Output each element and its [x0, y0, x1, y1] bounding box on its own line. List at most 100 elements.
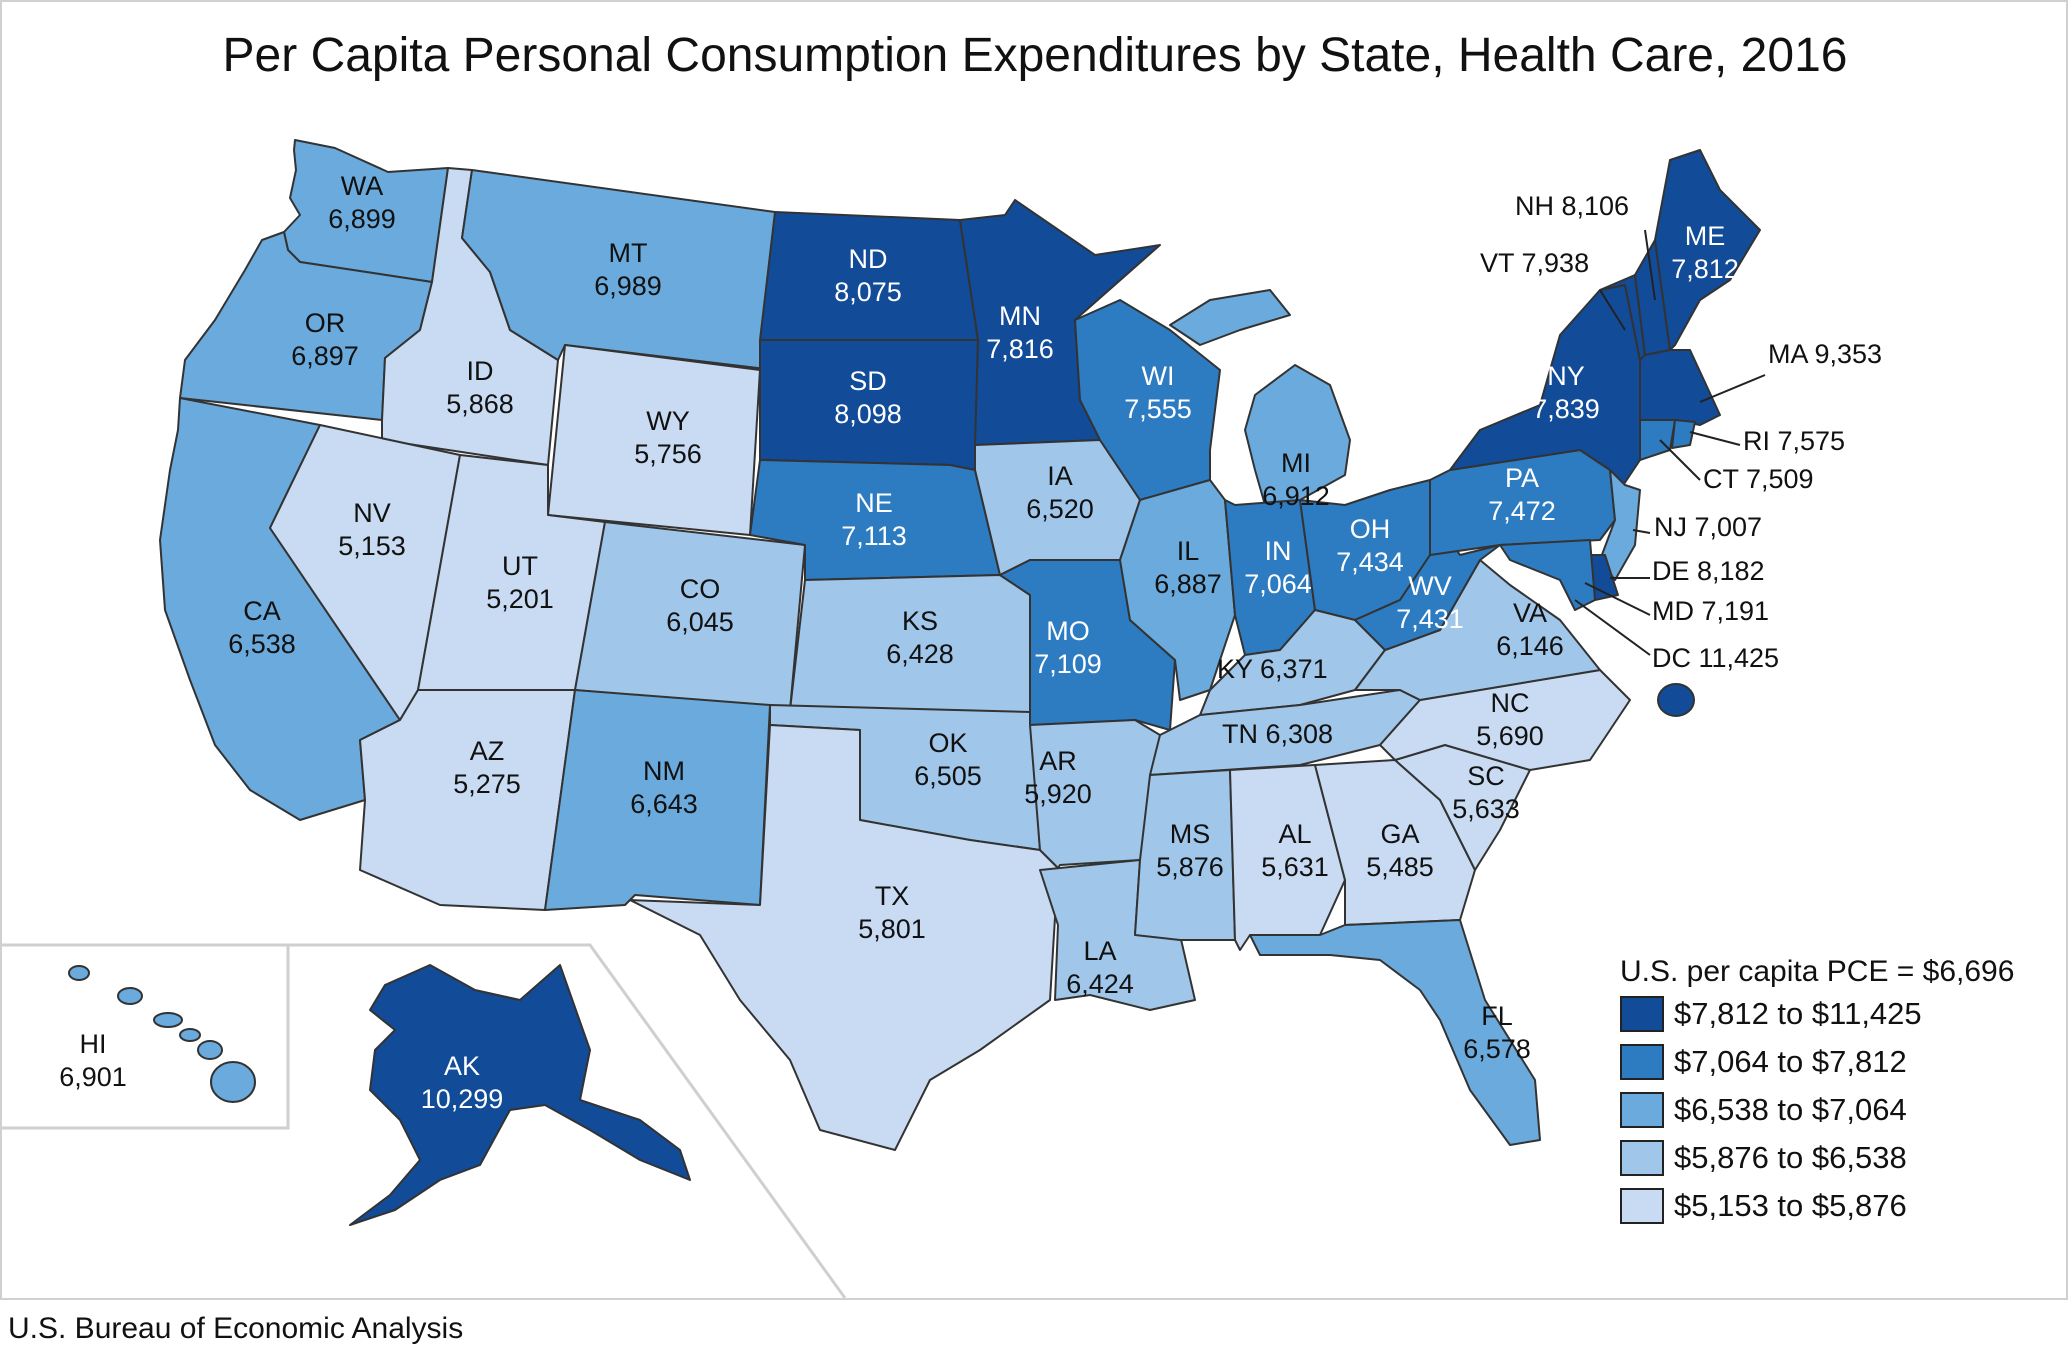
state-value-CA: 6,538 — [228, 629, 296, 659]
state-value-PA: 7,472 — [1488, 496, 1556, 526]
state-WV[interactable] — [1354, 524, 1501, 651]
state-IL[interactable] — [1119, 479, 1236, 701]
state-label-VA: VA — [1513, 598, 1547, 628]
state-label-AR: AR — [1039, 746, 1077, 776]
state-ND[interactable] — [759, 211, 979, 341]
state-label-KS: KS — [902, 606, 938, 636]
state-label-SC: SC — [1467, 761, 1505, 791]
state-label-SD: SD — [849, 366, 887, 396]
state-label-NE: NE — [855, 488, 893, 518]
state-value-MO: 7,109 — [1034, 649, 1102, 679]
state-label-MO: MO — [1046, 616, 1090, 646]
state-value-AZ: 5,275 — [453, 769, 521, 799]
legend-title: U.S. per capita PCE = $6,696 — [1620, 955, 2015, 988]
state-value-AL: 5,631 — [1261, 852, 1329, 882]
state-NJ[interactable] — [1599, 469, 1641, 581]
state-value-OR: 6,897 — [291, 341, 359, 371]
state-value-MT: 6,989 — [594, 271, 662, 301]
state-FL[interactable] — [1249, 919, 1541, 1146]
state-label-MS: MS — [1170, 819, 1211, 849]
state-label-RI: RI 7,575 — [1743, 426, 1845, 456]
state-HI[interactable] — [68, 965, 256, 1103]
state-value-NV: 5,153 — [338, 531, 406, 561]
legend-swatch — [1620, 1092, 1664, 1128]
state-label-MN: MN — [999, 301, 1041, 331]
state-label-LA: LA — [1083, 936, 1116, 966]
legend-swatch — [1620, 1188, 1664, 1224]
state-label-PA: PA — [1505, 463, 1539, 493]
source-credit: U.S. Bureau of Economic Analysis — [8, 1312, 464, 1345]
state-label-NY: NY — [1547, 361, 1585, 391]
state-label-MD: MD 7,191 — [1652, 596, 1769, 626]
state-value-MN: 7,816 — [986, 334, 1054, 364]
state-value-NE: 7,113 — [841, 521, 907, 551]
state-label-MI: MI — [1281, 448, 1311, 478]
legend-swatch — [1620, 1044, 1664, 1080]
state-value-IA: 6,520 — [1026, 494, 1094, 524]
state-value-HI: 6,901 — [59, 1062, 127, 1092]
state-label-IN: IN — [1265, 536, 1292, 566]
state-label-CT: CT 7,509 — [1703, 464, 1814, 494]
state-ME[interactable] — [1654, 149, 1761, 351]
state-label-DE: DE 8,182 — [1652, 556, 1765, 586]
state-value-UT: 5,201 — [486, 584, 554, 614]
state-label-ID: ID — [467, 356, 494, 386]
state-value-AR: 5,920 — [1024, 779, 1092, 809]
state-MI[interactable] — [1244, 364, 1351, 506]
state-label-DC: DC 11,425 — [1652, 643, 1779, 673]
state-label-AK: AK — [444, 1051, 480, 1081]
state-label-CA: CA — [243, 596, 281, 626]
state-value-WI: 7,555 — [1124, 394, 1192, 424]
state-label-CO: CO — [680, 574, 721, 604]
legend-row: $5,153 to $5,876 — [1620, 1183, 2014, 1229]
state-RI[interactable] — [1671, 419, 1696, 449]
state-label-IA: IA — [1047, 461, 1073, 491]
state-CT[interactable] — [1639, 419, 1676, 461]
state-TX[interactable] — [629, 724, 1059, 1151]
state-MA[interactable] — [1639, 349, 1721, 426]
state-label-AZ: AZ — [470, 736, 505, 766]
state-label-KY: KY 6,371 — [1217, 654, 1328, 684]
legend-label: $7,812 to $11,425 — [1674, 996, 1922, 1031]
state-value-ND: 8,075 — [834, 277, 902, 307]
legend: U.S. per capita PCE = $6,696 $7,812 to $… — [1620, 955, 2014, 1229]
leader-lines — [1574, 229, 1766, 656]
state-value-WY: 5,756 — [634, 439, 702, 469]
state-value-GA: 5,485 — [1366, 852, 1434, 882]
state-label-WI: WI — [1142, 361, 1175, 391]
legend-label: $6,538 to $7,064 — [1674, 1092, 1907, 1127]
state-value-KS: 6,428 — [886, 639, 954, 669]
state-MO[interactable] — [999, 559, 1176, 731]
state-label-OR: OR — [305, 308, 346, 338]
state-DC-marker[interactable] — [1657, 683, 1695, 717]
legend-label: $7,064 to $7,812 — [1674, 1044, 1907, 1079]
state-value-WA: 6,899 — [328, 204, 396, 234]
state-label-NJ: NJ 7,007 — [1654, 512, 1762, 542]
choropleth-map: WA6,899OR6,897CA6,538ID5,868NV5,153MT6,9… — [2, 139, 1882, 1299]
state-MI-upper[interactable] — [1169, 289, 1291, 346]
state-value-CO: 6,045 — [666, 607, 734, 637]
state-MD[interactable] — [1499, 539, 1596, 611]
state-value-MI: 6,912 — [1262, 481, 1330, 511]
state-label-IL: IL — [1177, 536, 1200, 566]
state-label-NM: NM — [643, 756, 685, 786]
state-label-OK: OK — [928, 728, 967, 758]
state-label-NV: NV — [353, 498, 391, 528]
state-value-OH: 7,434 — [1336, 547, 1404, 577]
state-label-GA: GA — [1380, 819, 1419, 849]
state-value-FL: 6,578 — [1463, 1034, 1531, 1064]
state-label-MA: MA 9,353 — [1768, 339, 1882, 369]
state-WI[interactable] — [1074, 299, 1221, 501]
legend-row: $6,538 to $7,064 — [1620, 1087, 2014, 1133]
state-label-ND: ND — [849, 244, 888, 274]
state-label-HI: HI — [80, 1029, 107, 1059]
state-label-ME: ME — [1685, 221, 1726, 251]
state-value-VA: 6,146 — [1496, 631, 1564, 661]
state-label-VT: VT 7,938 — [1480, 248, 1589, 278]
state-AZ[interactable] — [359, 689, 576, 911]
state-value-NY: 7,839 — [1532, 394, 1600, 424]
state-AK[interactable] — [349, 964, 691, 1226]
state-value-ME: 7,812 — [1671, 254, 1739, 284]
state-value-TX: 5,801 — [858, 914, 926, 944]
state-value-IL: 6,887 — [1154, 569, 1222, 599]
